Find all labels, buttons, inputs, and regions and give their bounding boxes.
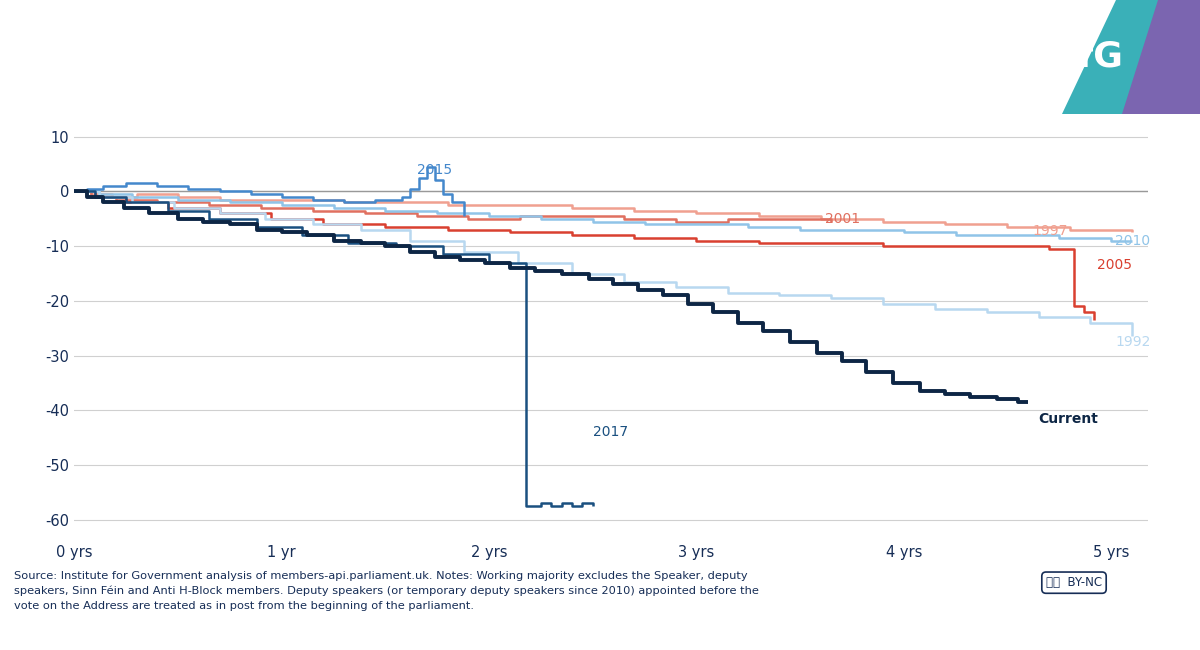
Text: Current: Current: [1038, 411, 1098, 426]
Text: 2005: 2005: [1097, 258, 1132, 272]
Text: 2024: 2024: [18, 74, 70, 93]
Text: 1992: 1992: [1115, 335, 1151, 349]
Text: 2017: 2017: [593, 425, 628, 439]
Text: Change in government working majority during each parliament, 1992–present, as a: Change in government working majority du…: [18, 43, 1012, 62]
Polygon shape: [1122, 0, 1200, 114]
Text: Source: Institute for Government analysis of members-api.parliament.uk. Notes: W: Source: Institute for Government analysi…: [14, 571, 760, 611]
Text: 2015: 2015: [416, 162, 451, 177]
Text: 1997: 1997: [1032, 224, 1068, 238]
Text: 2010: 2010: [1115, 233, 1151, 248]
Text: 2001: 2001: [824, 212, 860, 226]
Polygon shape: [1062, 0, 1200, 114]
Text: IfG: IfG: [1064, 40, 1124, 74]
Text: ⒸⒸ  BY-NC: ⒸⒸ BY-NC: [1046, 576, 1102, 589]
